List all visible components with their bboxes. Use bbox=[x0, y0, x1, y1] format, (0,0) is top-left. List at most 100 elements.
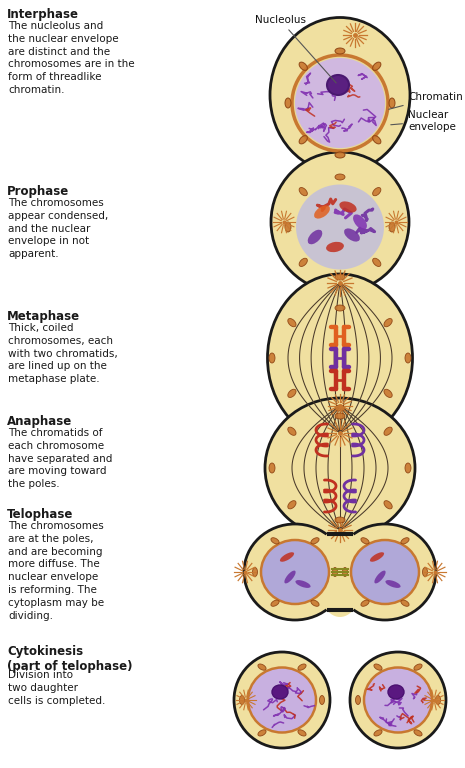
Ellipse shape bbox=[372, 62, 381, 71]
Ellipse shape bbox=[339, 201, 357, 213]
Ellipse shape bbox=[299, 258, 307, 266]
Ellipse shape bbox=[372, 136, 381, 144]
Ellipse shape bbox=[280, 552, 294, 561]
Ellipse shape bbox=[311, 538, 319, 544]
Ellipse shape bbox=[271, 600, 279, 606]
Ellipse shape bbox=[353, 214, 367, 230]
Text: Division into
two daughter
cells is completed.: Division into two daughter cells is comp… bbox=[8, 670, 106, 706]
Ellipse shape bbox=[248, 667, 316, 733]
Ellipse shape bbox=[343, 568, 347, 577]
Ellipse shape bbox=[361, 538, 369, 544]
Ellipse shape bbox=[314, 205, 330, 219]
Ellipse shape bbox=[335, 405, 345, 411]
Text: The chromatids of
each chromosome
have separated and
are moving toward
the poles: The chromatids of each chromosome have s… bbox=[8, 428, 113, 489]
Ellipse shape bbox=[335, 48, 345, 54]
Ellipse shape bbox=[261, 540, 329, 604]
Ellipse shape bbox=[269, 353, 275, 363]
Ellipse shape bbox=[288, 319, 296, 326]
Ellipse shape bbox=[372, 258, 381, 266]
Text: Anaphase: Anaphase bbox=[7, 415, 72, 428]
Ellipse shape bbox=[436, 696, 440, 704]
Text: Nucleolus: Nucleolus bbox=[254, 15, 336, 83]
Ellipse shape bbox=[335, 305, 345, 311]
Ellipse shape bbox=[389, 98, 395, 108]
Ellipse shape bbox=[405, 353, 411, 363]
Ellipse shape bbox=[269, 463, 275, 473]
Ellipse shape bbox=[401, 600, 409, 606]
Ellipse shape bbox=[239, 696, 245, 704]
Ellipse shape bbox=[361, 600, 369, 606]
Ellipse shape bbox=[271, 538, 279, 544]
Text: Prophase: Prophase bbox=[7, 185, 69, 198]
Text: Telophase: Telophase bbox=[7, 508, 73, 521]
Ellipse shape bbox=[271, 152, 409, 292]
Ellipse shape bbox=[285, 98, 291, 108]
Ellipse shape bbox=[270, 18, 410, 173]
Ellipse shape bbox=[265, 398, 415, 538]
Ellipse shape bbox=[356, 696, 360, 704]
Ellipse shape bbox=[295, 58, 385, 148]
Ellipse shape bbox=[374, 730, 382, 736]
Ellipse shape bbox=[335, 413, 345, 419]
Ellipse shape bbox=[258, 664, 266, 670]
Ellipse shape bbox=[335, 152, 345, 158]
Text: Cytokinesis
(part of telophase): Cytokinesis (part of telophase) bbox=[7, 645, 133, 673]
Ellipse shape bbox=[288, 389, 296, 398]
Ellipse shape bbox=[244, 524, 346, 620]
Ellipse shape bbox=[385, 580, 400, 588]
Ellipse shape bbox=[364, 667, 432, 733]
Ellipse shape bbox=[374, 664, 382, 670]
Ellipse shape bbox=[299, 62, 307, 71]
Ellipse shape bbox=[298, 664, 306, 670]
Ellipse shape bbox=[295, 580, 311, 588]
Ellipse shape bbox=[389, 222, 395, 232]
Ellipse shape bbox=[388, 685, 404, 699]
Ellipse shape bbox=[299, 136, 307, 144]
Ellipse shape bbox=[374, 571, 385, 584]
Text: Thick, coiled
chromosomes, each
with two chromatids,
are lined up on the
metapha: Thick, coiled chromosomes, each with two… bbox=[8, 323, 118, 384]
Text: The chromosomes
are at the poles,
and are becoming
more diffuse. The
nuclear env: The chromosomes are at the poles, and ar… bbox=[8, 521, 104, 621]
Text: Nuclear
envelope: Nuclear envelope bbox=[391, 111, 456, 132]
Ellipse shape bbox=[384, 389, 392, 398]
Ellipse shape bbox=[258, 730, 266, 736]
Text: Metaphase: Metaphase bbox=[7, 310, 80, 323]
Text: Interphase: Interphase bbox=[7, 8, 79, 21]
Ellipse shape bbox=[332, 568, 338, 577]
Text: The nucleolus and
the nuclear envelope
are distinct and the
chromosomes are in t: The nucleolus and the nuclear envelope a… bbox=[8, 21, 135, 95]
Ellipse shape bbox=[350, 652, 446, 748]
Ellipse shape bbox=[315, 527, 365, 617]
Ellipse shape bbox=[405, 463, 411, 473]
Ellipse shape bbox=[288, 427, 296, 435]
Ellipse shape bbox=[252, 568, 258, 577]
Ellipse shape bbox=[401, 538, 409, 544]
Ellipse shape bbox=[372, 187, 381, 196]
Text: Chromatin: Chromatin bbox=[389, 92, 463, 109]
Ellipse shape bbox=[234, 652, 330, 748]
Ellipse shape bbox=[334, 524, 436, 620]
Ellipse shape bbox=[288, 501, 296, 509]
Ellipse shape bbox=[414, 730, 422, 736]
Ellipse shape bbox=[351, 540, 419, 604]
Ellipse shape bbox=[285, 571, 296, 584]
Ellipse shape bbox=[319, 696, 325, 704]
Ellipse shape bbox=[292, 55, 388, 151]
Ellipse shape bbox=[299, 187, 307, 196]
Ellipse shape bbox=[308, 230, 322, 244]
Ellipse shape bbox=[296, 184, 384, 270]
Ellipse shape bbox=[335, 174, 345, 180]
Ellipse shape bbox=[335, 274, 345, 280]
Ellipse shape bbox=[344, 228, 360, 242]
Ellipse shape bbox=[335, 517, 345, 523]
Ellipse shape bbox=[272, 685, 288, 699]
Ellipse shape bbox=[384, 501, 392, 509]
Ellipse shape bbox=[326, 242, 344, 252]
Ellipse shape bbox=[267, 274, 412, 442]
Ellipse shape bbox=[327, 75, 349, 95]
Text: The chromosomes
appear condensed,
and the nuclear
envelope in not
apparent.: The chromosomes appear condensed, and th… bbox=[8, 198, 108, 260]
Ellipse shape bbox=[384, 319, 392, 326]
Ellipse shape bbox=[285, 222, 291, 232]
Ellipse shape bbox=[370, 552, 384, 561]
Ellipse shape bbox=[423, 568, 427, 577]
Ellipse shape bbox=[298, 730, 306, 736]
Ellipse shape bbox=[384, 427, 392, 435]
